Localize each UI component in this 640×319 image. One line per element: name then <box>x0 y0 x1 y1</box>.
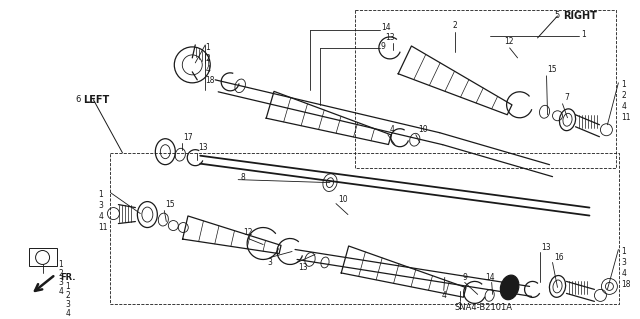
Text: 6: 6 <box>75 95 81 104</box>
Text: 3: 3 <box>99 201 103 210</box>
Text: 1: 1 <box>582 30 586 40</box>
Text: 14: 14 <box>485 273 495 282</box>
Text: 10: 10 <box>338 195 348 204</box>
Text: 2: 2 <box>452 21 457 30</box>
Text: 4: 4 <box>621 269 627 278</box>
Text: 8: 8 <box>240 173 245 182</box>
Text: SNA4-B2101A: SNA4-B2101A <box>455 303 513 312</box>
Text: 4: 4 <box>99 212 103 221</box>
Text: 1: 1 <box>621 80 626 89</box>
Text: 2: 2 <box>58 269 63 278</box>
Text: 9: 9 <box>381 42 386 51</box>
Text: 17: 17 <box>183 133 193 142</box>
Text: 2: 2 <box>205 54 210 63</box>
Text: 12: 12 <box>243 228 253 237</box>
Ellipse shape <box>500 275 519 300</box>
Text: 1: 1 <box>458 302 462 311</box>
Text: 9: 9 <box>462 273 467 282</box>
Text: 16: 16 <box>554 253 564 262</box>
Text: 3: 3 <box>268 258 273 267</box>
Text: 13: 13 <box>385 33 394 42</box>
Text: 1: 1 <box>65 282 70 291</box>
Text: 2: 2 <box>621 91 626 100</box>
Text: 3: 3 <box>58 278 63 287</box>
Text: 1: 1 <box>58 260 63 269</box>
Text: LEFT: LEFT <box>83 95 109 105</box>
Text: 4: 4 <box>58 287 63 296</box>
Text: RIGHT: RIGHT <box>563 11 597 21</box>
Text: 4: 4 <box>442 291 446 300</box>
Text: 18: 18 <box>621 280 631 289</box>
Text: 13: 13 <box>541 243 551 252</box>
Text: FR.: FR. <box>61 273 76 282</box>
Text: 4: 4 <box>621 102 627 111</box>
Text: 18: 18 <box>205 76 215 85</box>
Text: 13: 13 <box>298 263 308 272</box>
Text: 3: 3 <box>65 300 70 309</box>
Text: 4: 4 <box>205 65 210 74</box>
Bar <box>29 249 56 266</box>
Text: 12: 12 <box>504 37 514 46</box>
Text: 7: 7 <box>564 93 570 102</box>
Text: 15: 15 <box>548 65 557 74</box>
Text: 2: 2 <box>65 291 70 300</box>
Text: 10: 10 <box>418 125 428 134</box>
Text: 4: 4 <box>65 309 70 318</box>
Text: 13: 13 <box>198 143 208 152</box>
Text: 11: 11 <box>99 223 108 232</box>
Text: 15: 15 <box>165 200 175 209</box>
Text: 1: 1 <box>205 43 210 52</box>
Text: 1: 1 <box>621 247 626 256</box>
Text: 1: 1 <box>99 190 103 199</box>
Text: 4: 4 <box>390 125 395 134</box>
Text: 3: 3 <box>621 258 627 267</box>
Text: 11: 11 <box>621 113 631 122</box>
Text: 5: 5 <box>554 11 559 20</box>
Text: 14: 14 <box>381 23 390 33</box>
